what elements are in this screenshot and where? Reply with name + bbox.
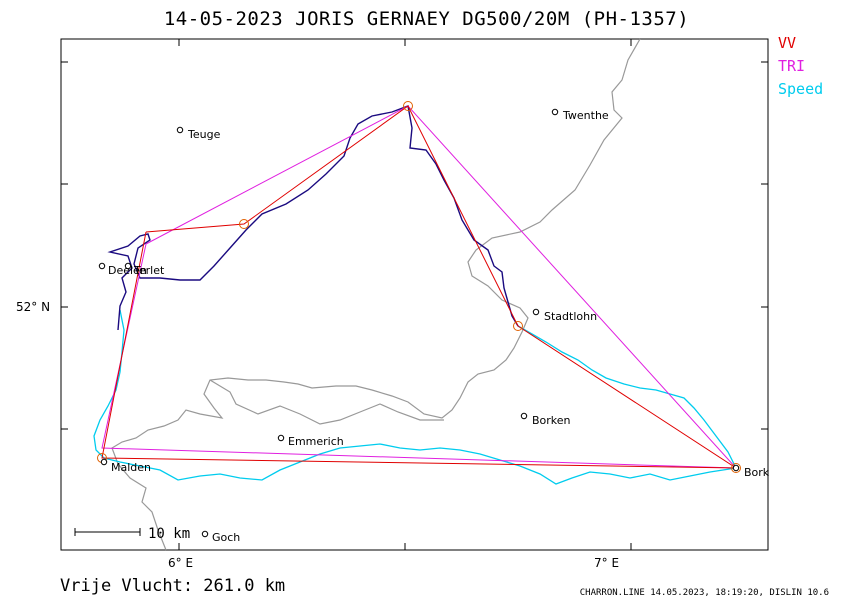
- national-border: [111, 38, 641, 551]
- turnpoints: [97, 101, 741, 473]
- place-marker: [124, 262, 132, 270]
- place-marker: [520, 412, 528, 420]
- place-label: Borken: [532, 414, 571, 427]
- speed-track: [93, 309, 737, 485]
- place-marker: [532, 308, 540, 316]
- turnpoint-circle: [403, 101, 413, 111]
- axis-ticks: [61, 39, 768, 550]
- borders-rivers: [111, 38, 641, 551]
- place-label: Terlet: [134, 264, 165, 277]
- footer-info: CHARRON.LINE 14.05.2023, 18:19:20, DISLI…: [579, 588, 829, 598]
- legend-tri: TRI: [778, 57, 806, 75]
- place-marker: [100, 458, 108, 466]
- turnpoint-circle: [239, 219, 249, 229]
- river-rhine: [209, 379, 444, 425]
- legend-speed: Speed: [778, 80, 824, 98]
- scale-label: 10 km: [148, 526, 191, 542]
- chart-title: 14-05-2023 JORIS GERNAEY DG500/20M (PH-1…: [163, 8, 690, 30]
- lat-label: 52° N: [16, 300, 51, 314]
- place-marker: [732, 464, 740, 472]
- place-marker: [98, 262, 106, 270]
- place-label: Stadtlohn: [544, 310, 598, 323]
- place-label: Twenthe: [563, 109, 609, 122]
- map-frame: [60, 38, 769, 551]
- place-label: Teuge: [188, 128, 221, 141]
- scale-bar: [74, 528, 141, 536]
- free-flight-line: [101, 105, 738, 469]
- free-flight-distance: Vrije Vlucht: 261.0 km: [60, 576, 286, 596]
- place-label: Emmerich: [288, 435, 344, 448]
- place-label: Bork: [744, 466, 770, 479]
- legend-vv: VV: [778, 34, 797, 52]
- place-marker: [176, 126, 184, 134]
- place-marker: [551, 108, 559, 116]
- place-label: Goch: [212, 531, 241, 544]
- place-marker: [201, 530, 209, 538]
- turnpoint-circle: [513, 321, 523, 331]
- lon-label-6e: 6° E: [168, 556, 194, 570]
- place-markers: [98, 108, 740, 538]
- vv-track: [107, 105, 519, 331]
- lon-label-7e: 7° E: [594, 556, 620, 570]
- place-marker: [277, 434, 285, 442]
- place-label: Malden: [111, 461, 152, 474]
- place-label: Deelen: [108, 264, 147, 277]
- turnpoint-circle: [731, 463, 741, 473]
